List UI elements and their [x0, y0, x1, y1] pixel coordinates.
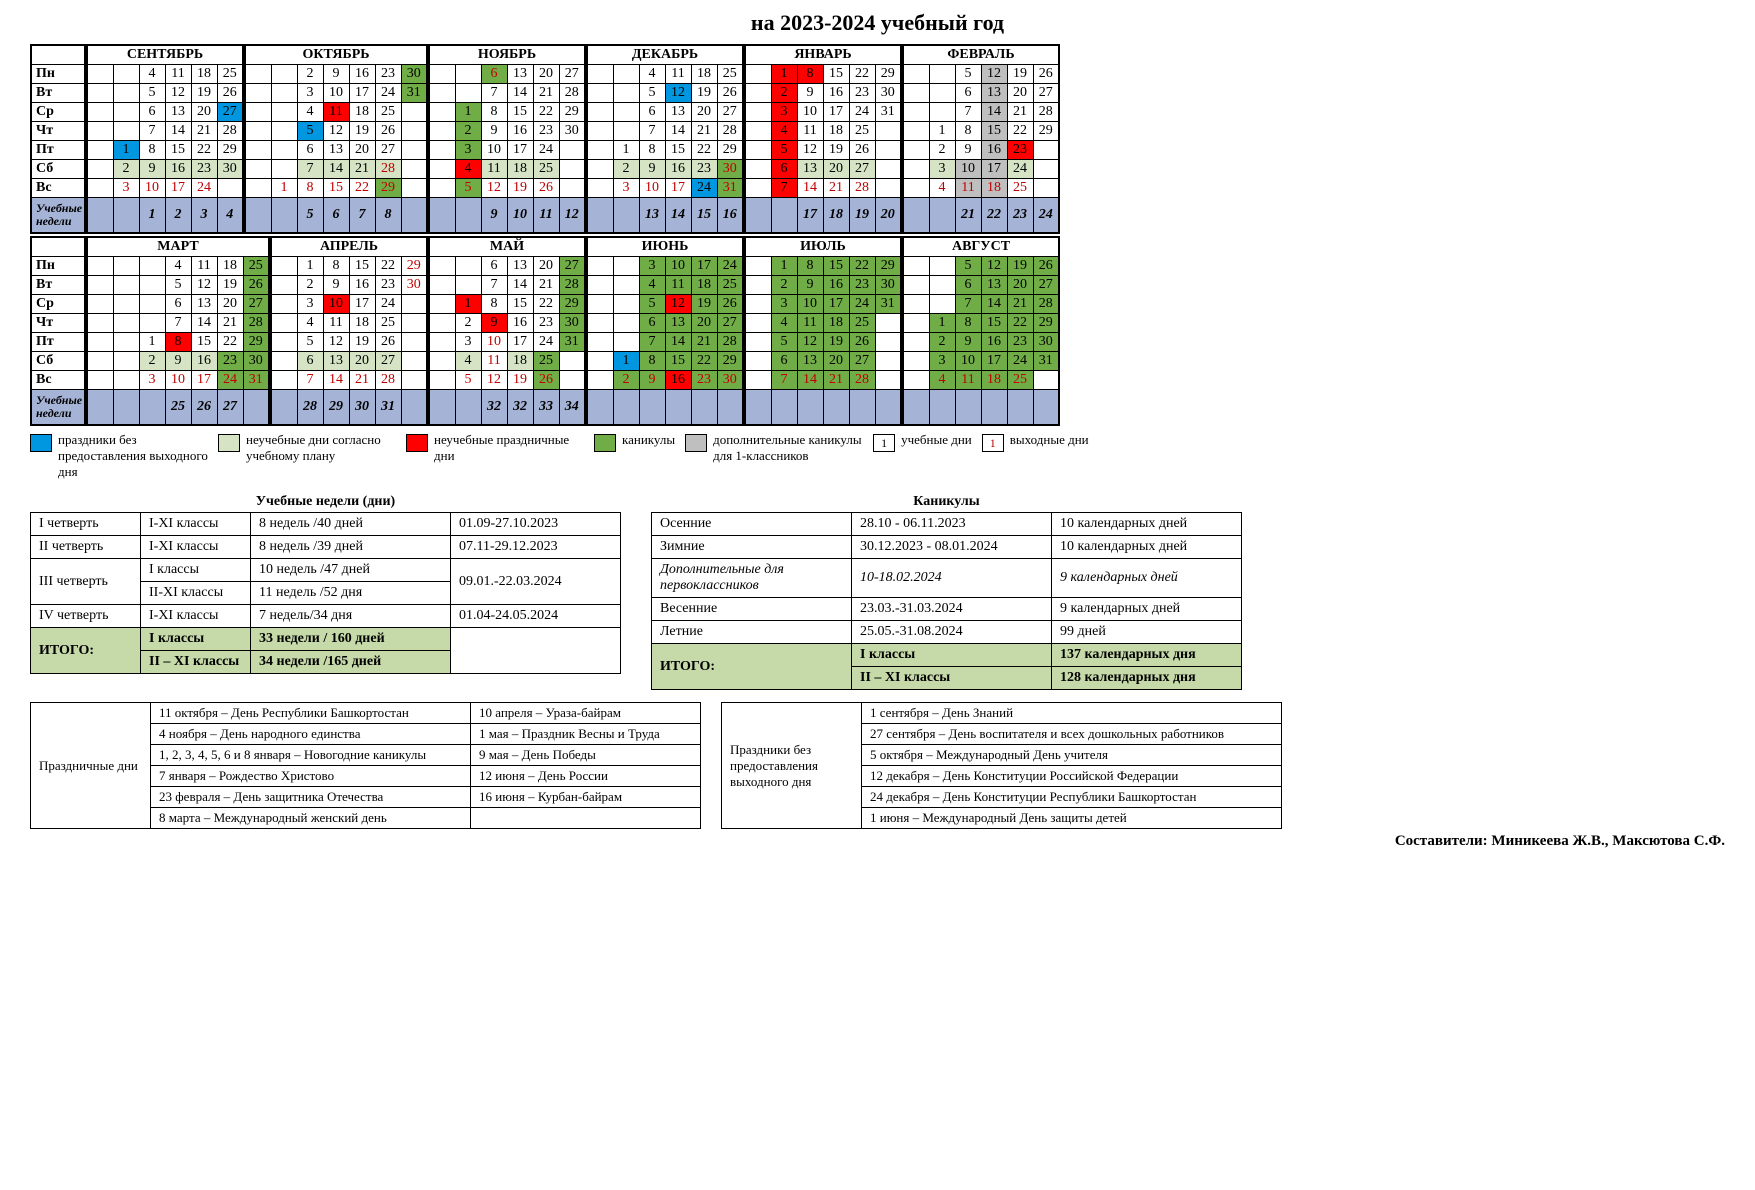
- calendar-semester-1: ПнВтСрЧтПтСбВсУчебные неделиСЕНТЯБРЬ4111…: [30, 44, 1725, 234]
- footer-authors: Составители: Миникеева Ж.В., Максютова С…: [30, 833, 1725, 850]
- study-weeks-table: I четвертьI-XI классы8 недель /40 дней01…: [30, 512, 621, 674]
- vacations-title: Каникулы: [651, 494, 1242, 510]
- study-weeks-title: Учебные недели (дни): [30, 494, 621, 510]
- legend-item: праздники без предоставления выходного д…: [30, 432, 208, 480]
- vacations-table: Осенние28.10 - 06.11.202310 календарных …: [651, 512, 1242, 690]
- page-title: на 2023-2024 учебный год: [30, 10, 1725, 36]
- legend-item: дополнительные каникулы для 1-классников: [685, 432, 863, 464]
- holidays-table-2: Праздники без предоставления выходного д…: [721, 702, 1282, 829]
- legend-item: 1учебные дни: [873, 432, 972, 452]
- study-weeks-block: Учебные недели (дни) I четвертьI-XI клас…: [30, 494, 621, 690]
- legend-item: неучебные праздничные дни: [406, 432, 584, 464]
- legend: праздники без предоставления выходного д…: [30, 432, 1725, 480]
- holidays-table-1: Праздничные дни11 октября – День Республ…: [30, 702, 701, 829]
- legend-item: 1выходные дни: [982, 432, 1089, 452]
- legend-item: неучебные дни согласно учебному плану: [218, 432, 396, 464]
- calendar-semester-2: ПнВтСрЧтПтСбВсУчебные неделиМАРТ41118255…: [30, 236, 1725, 426]
- vacations-block: Каникулы Осенние28.10 - 06.11.202310 кал…: [651, 494, 1242, 690]
- legend-item: каникулы: [594, 432, 675, 452]
